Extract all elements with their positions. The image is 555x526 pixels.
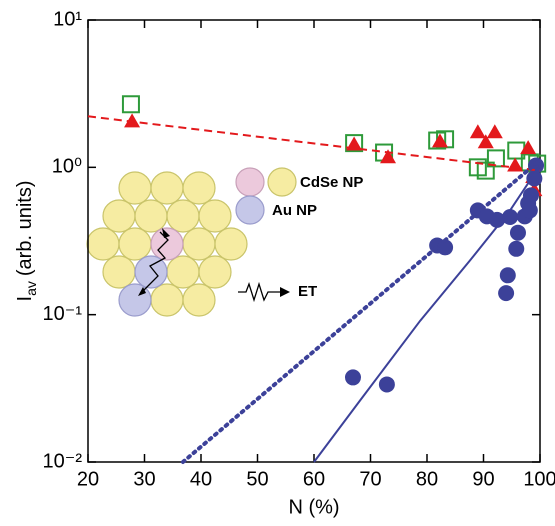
circle-marker [489,211,506,228]
triangle-marker [486,124,503,139]
y-label-unit: (arb. units) [14,181,36,277]
circle-marker [522,187,539,204]
triangle-marker [431,133,448,148]
triangle-marker [520,140,537,155]
square-marker [486,149,505,168]
inset-label: ET [298,283,317,300]
square-marker [345,134,364,153]
triangle-marker [124,113,141,128]
triangle-marker [477,134,494,149]
x-tick-label: 90 [472,468,494,490]
y-tick-label: 10⁻² [43,450,83,472]
square-marker [476,161,495,180]
inset-label: CdSe NP [300,174,363,191]
y-label-main: I [14,296,36,302]
inset [86,167,297,317]
square-marker [121,95,140,114]
circle-marker [498,285,515,302]
fit-line [313,164,541,463]
x-tick-label: 50 [246,468,268,490]
y-tick-label: 10⁰ [52,156,82,178]
x-tick-label: 30 [133,468,155,490]
circle-marker [378,376,395,393]
x-tick-label: 60 [303,468,325,490]
circle-marker [509,224,526,241]
circle-marker [526,170,543,187]
y-tick-label: 10⁻¹ [43,303,83,325]
x-axis-label: N (%) [288,496,339,518]
circle-marker [508,240,525,257]
fit-line [180,158,542,464]
circle-marker [344,369,361,386]
circle-marker [499,267,516,284]
x-tick-label: 70 [359,468,381,490]
triangle-marker [380,149,397,164]
inset-label: Au NP [272,202,317,219]
x-tick-label: 40 [190,468,212,490]
y-label-sub: av [23,281,39,296]
circle-marker [521,202,538,219]
x-tick-label: 20 [77,468,99,490]
fit-line [87,115,541,172]
y-tick-label: 10¹ [53,8,82,30]
x-tick-label: 80 [416,468,438,490]
x-tick-label: 100 [523,468,555,490]
y-axis-label: Iav (arb. units) [14,181,38,302]
circle-marker [502,209,519,226]
triangle-marker [469,124,486,139]
